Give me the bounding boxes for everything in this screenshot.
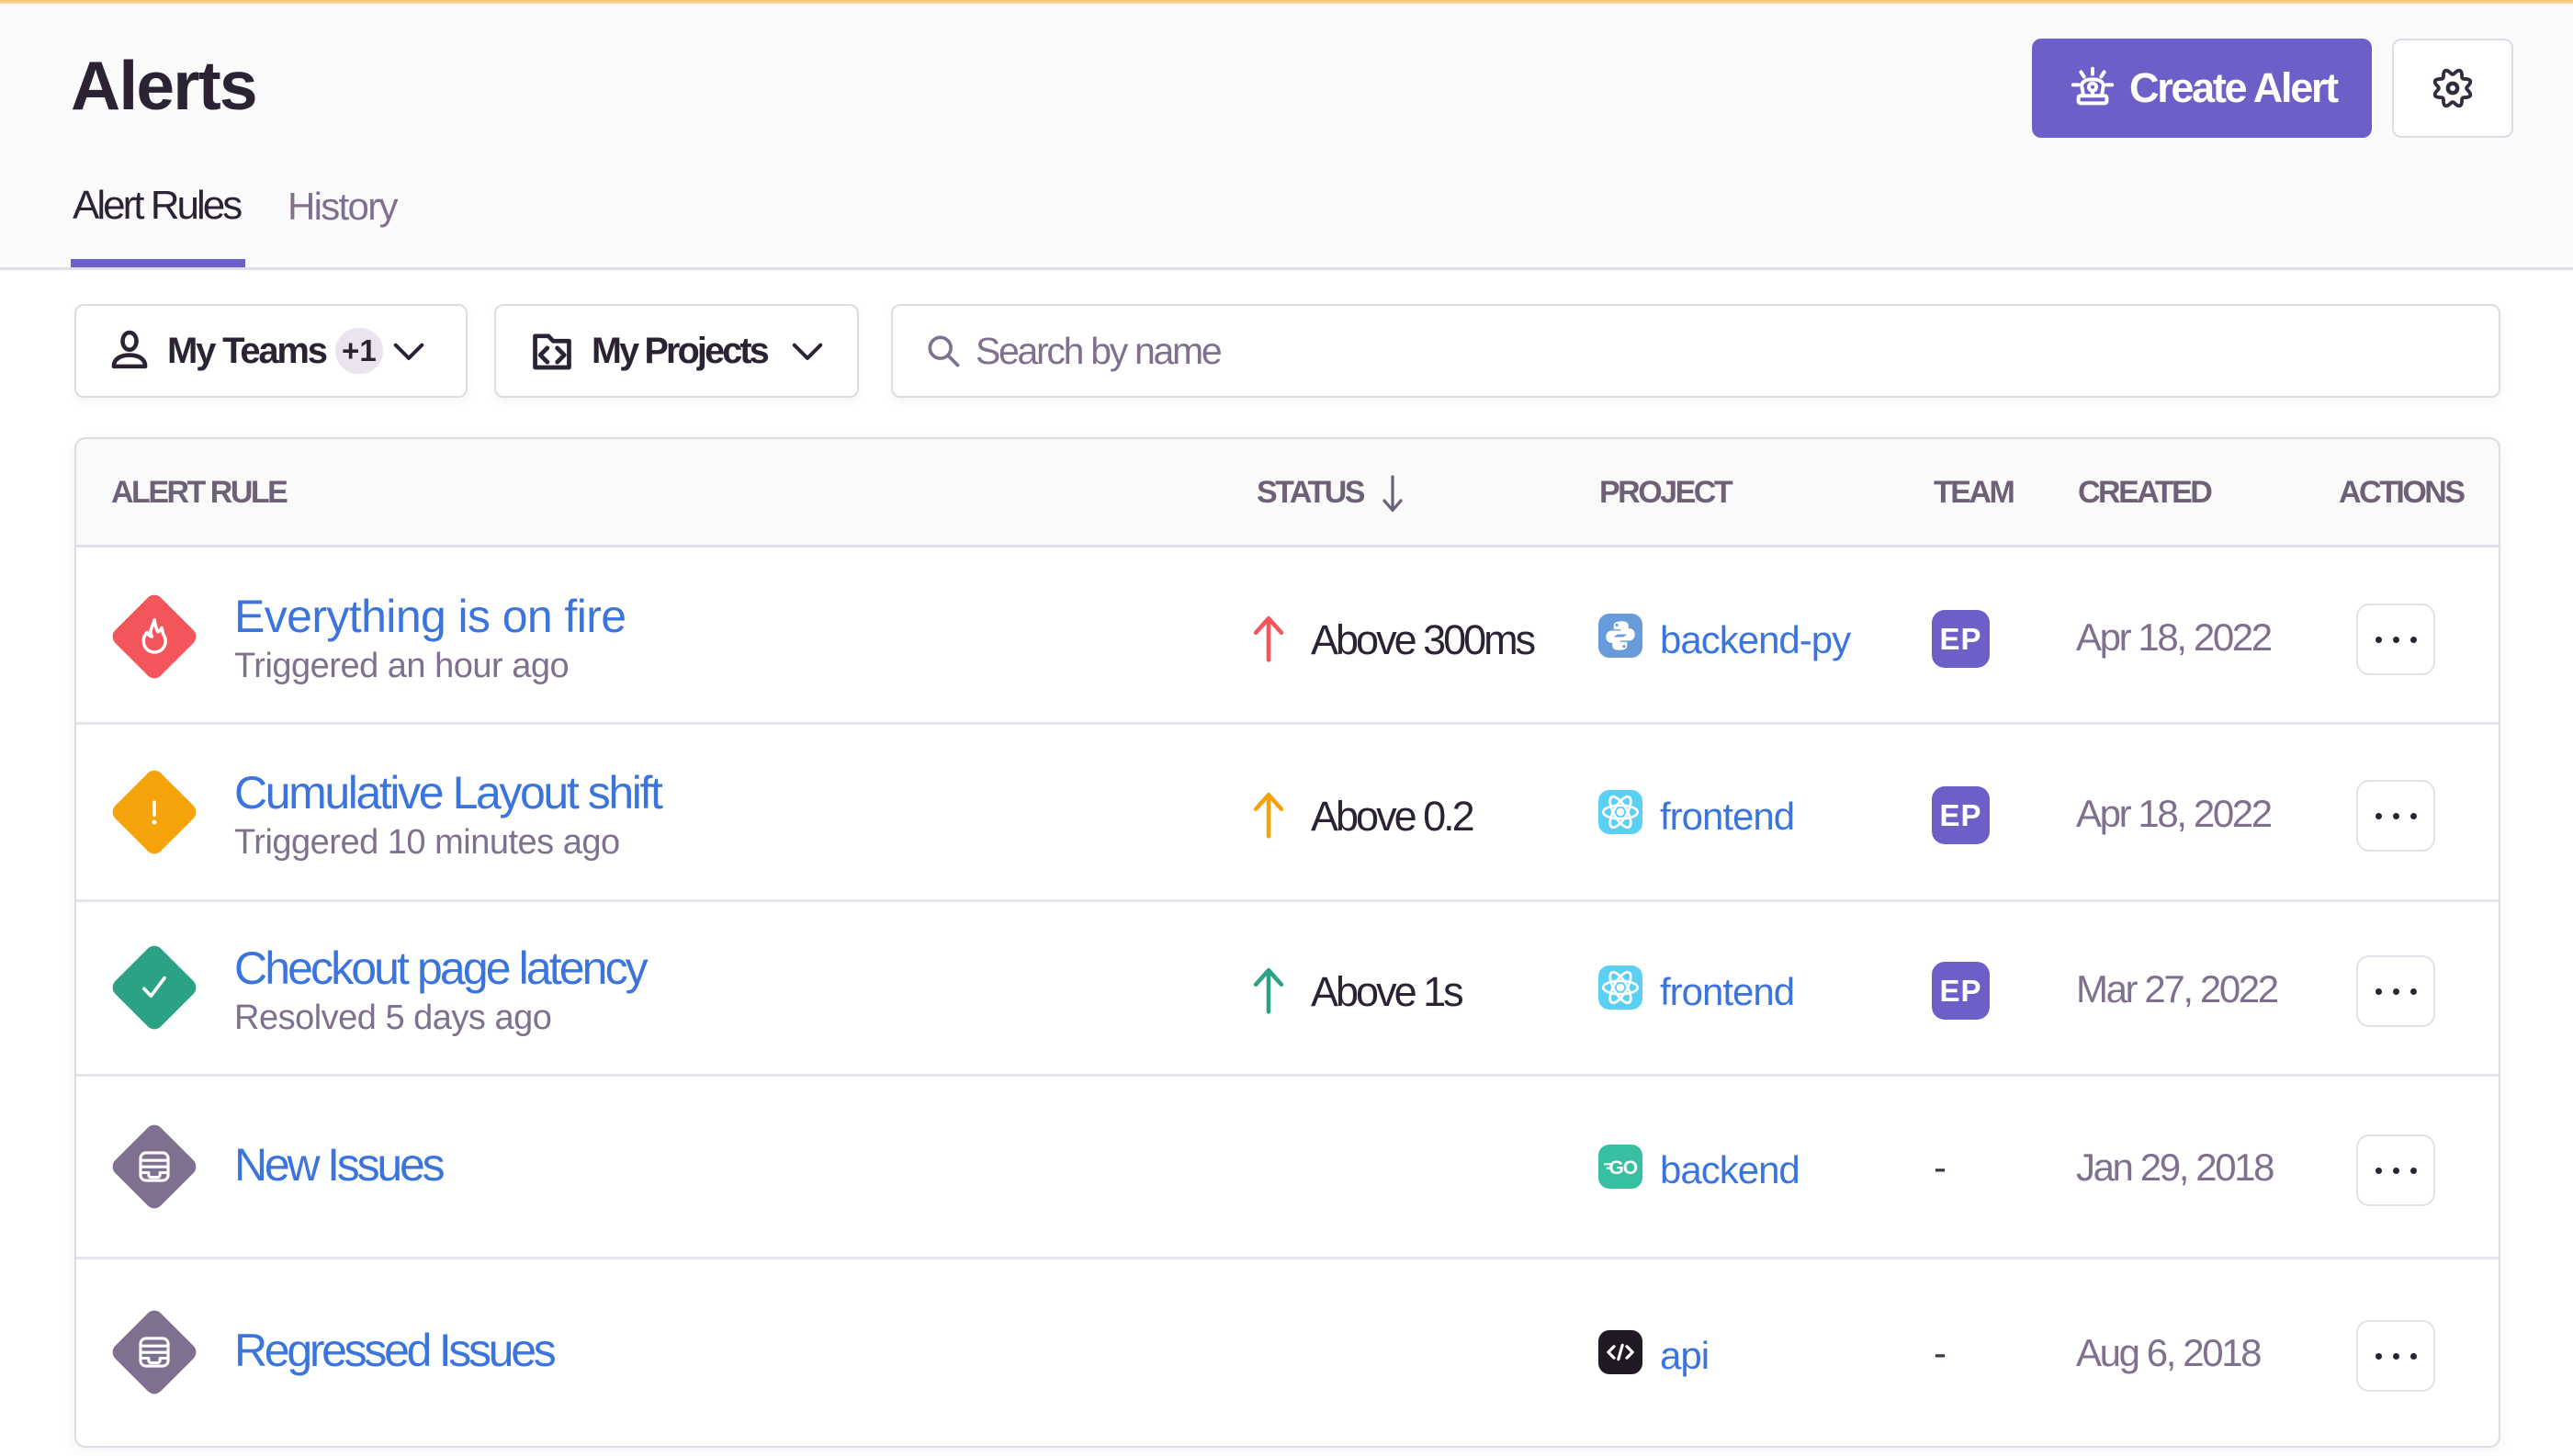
svg-text:GO: GO bbox=[1608, 1157, 1637, 1179]
